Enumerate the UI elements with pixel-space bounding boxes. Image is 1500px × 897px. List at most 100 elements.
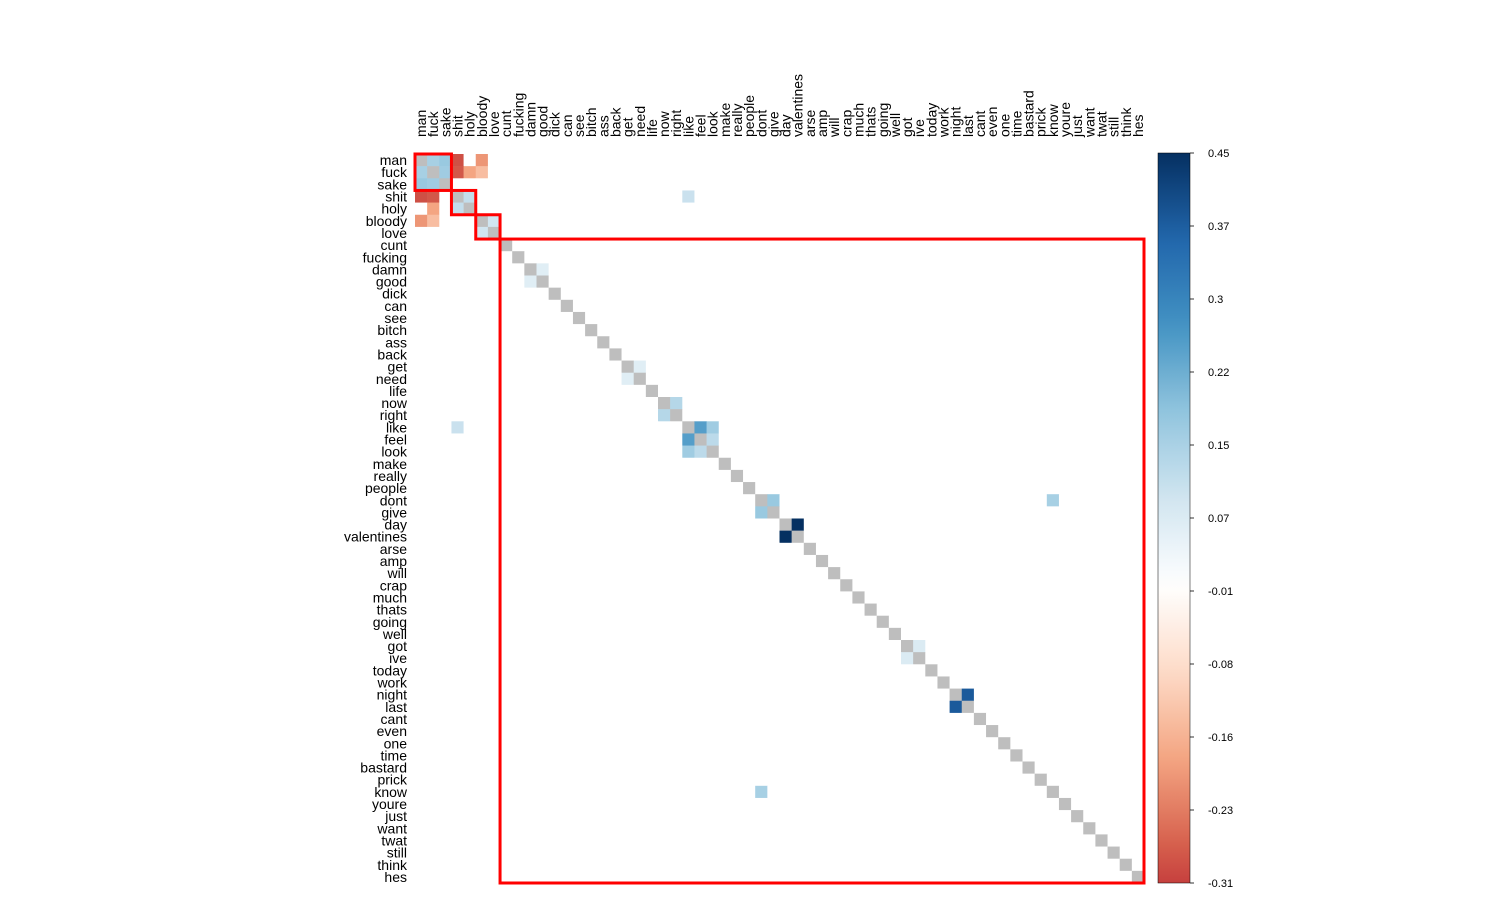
heatmap-cell [864,627,877,641]
heatmap-cell [998,372,1011,386]
heatmap-cell [694,421,707,434]
heatmap-cell [840,603,853,616]
heatmap-cell [998,494,1011,507]
heatmap-cell [791,846,805,859]
heatmap-cell [500,469,513,483]
heatmap-cell [500,263,513,276]
heatmap-cell [949,506,963,519]
heatmap-cell [1010,457,1023,471]
heatmap-cell [791,688,805,702]
heatmap-cell [463,433,477,446]
heatmap-cell [998,263,1011,276]
heatmap-cell [415,785,428,799]
heatmap-cell [415,336,428,349]
heatmap-cell [597,822,610,835]
heatmap-cell [1046,627,1060,641]
heatmap-cell [1119,336,1133,349]
heatmap-cell [658,797,671,811]
heatmap-cell [864,725,877,738]
heatmap-cell [718,469,732,483]
heatmap-cell [852,336,865,349]
heatmap-cell [682,433,695,446]
heatmap-cell [609,494,622,507]
heatmap-cell [852,567,865,580]
heatmap-cell [694,858,707,872]
heatmap-cell [572,336,586,349]
heatmap-cell [1010,773,1023,787]
heatmap-cell [633,178,647,191]
heatmap-cell [1095,311,1108,325]
heatmap-cell [560,822,574,835]
heatmap-cell [828,482,841,495]
heatmap-cell [949,688,963,702]
heatmap-cell [1083,457,1096,471]
heatmap-cell [487,846,501,859]
heatmap-cell [913,797,926,811]
row-label: man [380,152,407,168]
heatmap-cell [560,797,574,811]
column-label: holy [462,111,478,137]
heatmap-cell [925,348,938,361]
heatmap-cell [1010,688,1023,702]
heatmap-cell [1010,785,1023,799]
heatmap-cell [524,226,537,240]
heatmap-cell [658,810,671,823]
heatmap-cell [597,360,610,373]
heatmap-cell [658,251,671,264]
heatmap-cell [1058,567,1072,580]
heatmap-cell [500,846,513,859]
heatmap-cell [451,834,464,847]
heatmap-cell [803,615,817,629]
heatmap-cell [998,676,1011,689]
heatmap-cell [1034,445,1048,459]
heatmap-cell [694,615,707,629]
heatmap-cell [572,202,586,216]
heatmap-cell [427,761,440,774]
heatmap-cell [718,154,732,167]
heatmap-cell [864,773,877,787]
heatmap-cell [597,554,610,568]
heatmap-cell [633,834,647,847]
heatmap-cell [500,579,513,592]
heatmap-cell [1071,299,1084,313]
heatmap-cell [694,506,707,519]
heatmap-cell [572,433,586,446]
heatmap-cell [791,202,805,216]
heatmap-cell [536,725,549,738]
heatmap-cell [1010,810,1023,823]
heatmap-cell [973,445,987,459]
heatmap-cell [1083,421,1096,434]
heatmap-cell [937,603,950,616]
heatmap-cell [682,166,695,179]
heatmap-cell [803,433,817,446]
heatmap-cell [1083,263,1096,276]
heatmap-cell [864,567,877,580]
heatmap-cell [1034,846,1048,859]
heatmap-cell [973,810,987,823]
heatmap-cell [949,834,963,847]
heatmap-cell [864,506,877,519]
heatmap-cell [949,603,963,616]
heatmap-cell [864,372,877,386]
heatmap-cell [815,591,829,604]
heatmap-cell [767,251,780,264]
heatmap-cell [730,652,744,665]
heatmap-cell [901,749,914,762]
heatmap-cell [645,725,659,738]
heatmap-cell [718,834,732,847]
heatmap-cell [998,299,1011,313]
heatmap-cell [1071,554,1084,568]
heatmap-cell [1083,591,1096,604]
heatmap-cell [427,263,440,276]
heatmap-cell [572,725,586,738]
heatmap-cell [512,154,525,167]
heatmap-cell [585,554,598,568]
heatmap-cell [901,810,914,823]
heatmap-cell [888,567,902,580]
heatmap-cell [937,858,950,872]
heatmap-cell [852,445,865,459]
row-label: bloody [366,213,407,229]
heatmap-cell [1083,834,1096,847]
heatmap-cell [585,785,598,799]
heatmap-cell [1010,348,1023,361]
